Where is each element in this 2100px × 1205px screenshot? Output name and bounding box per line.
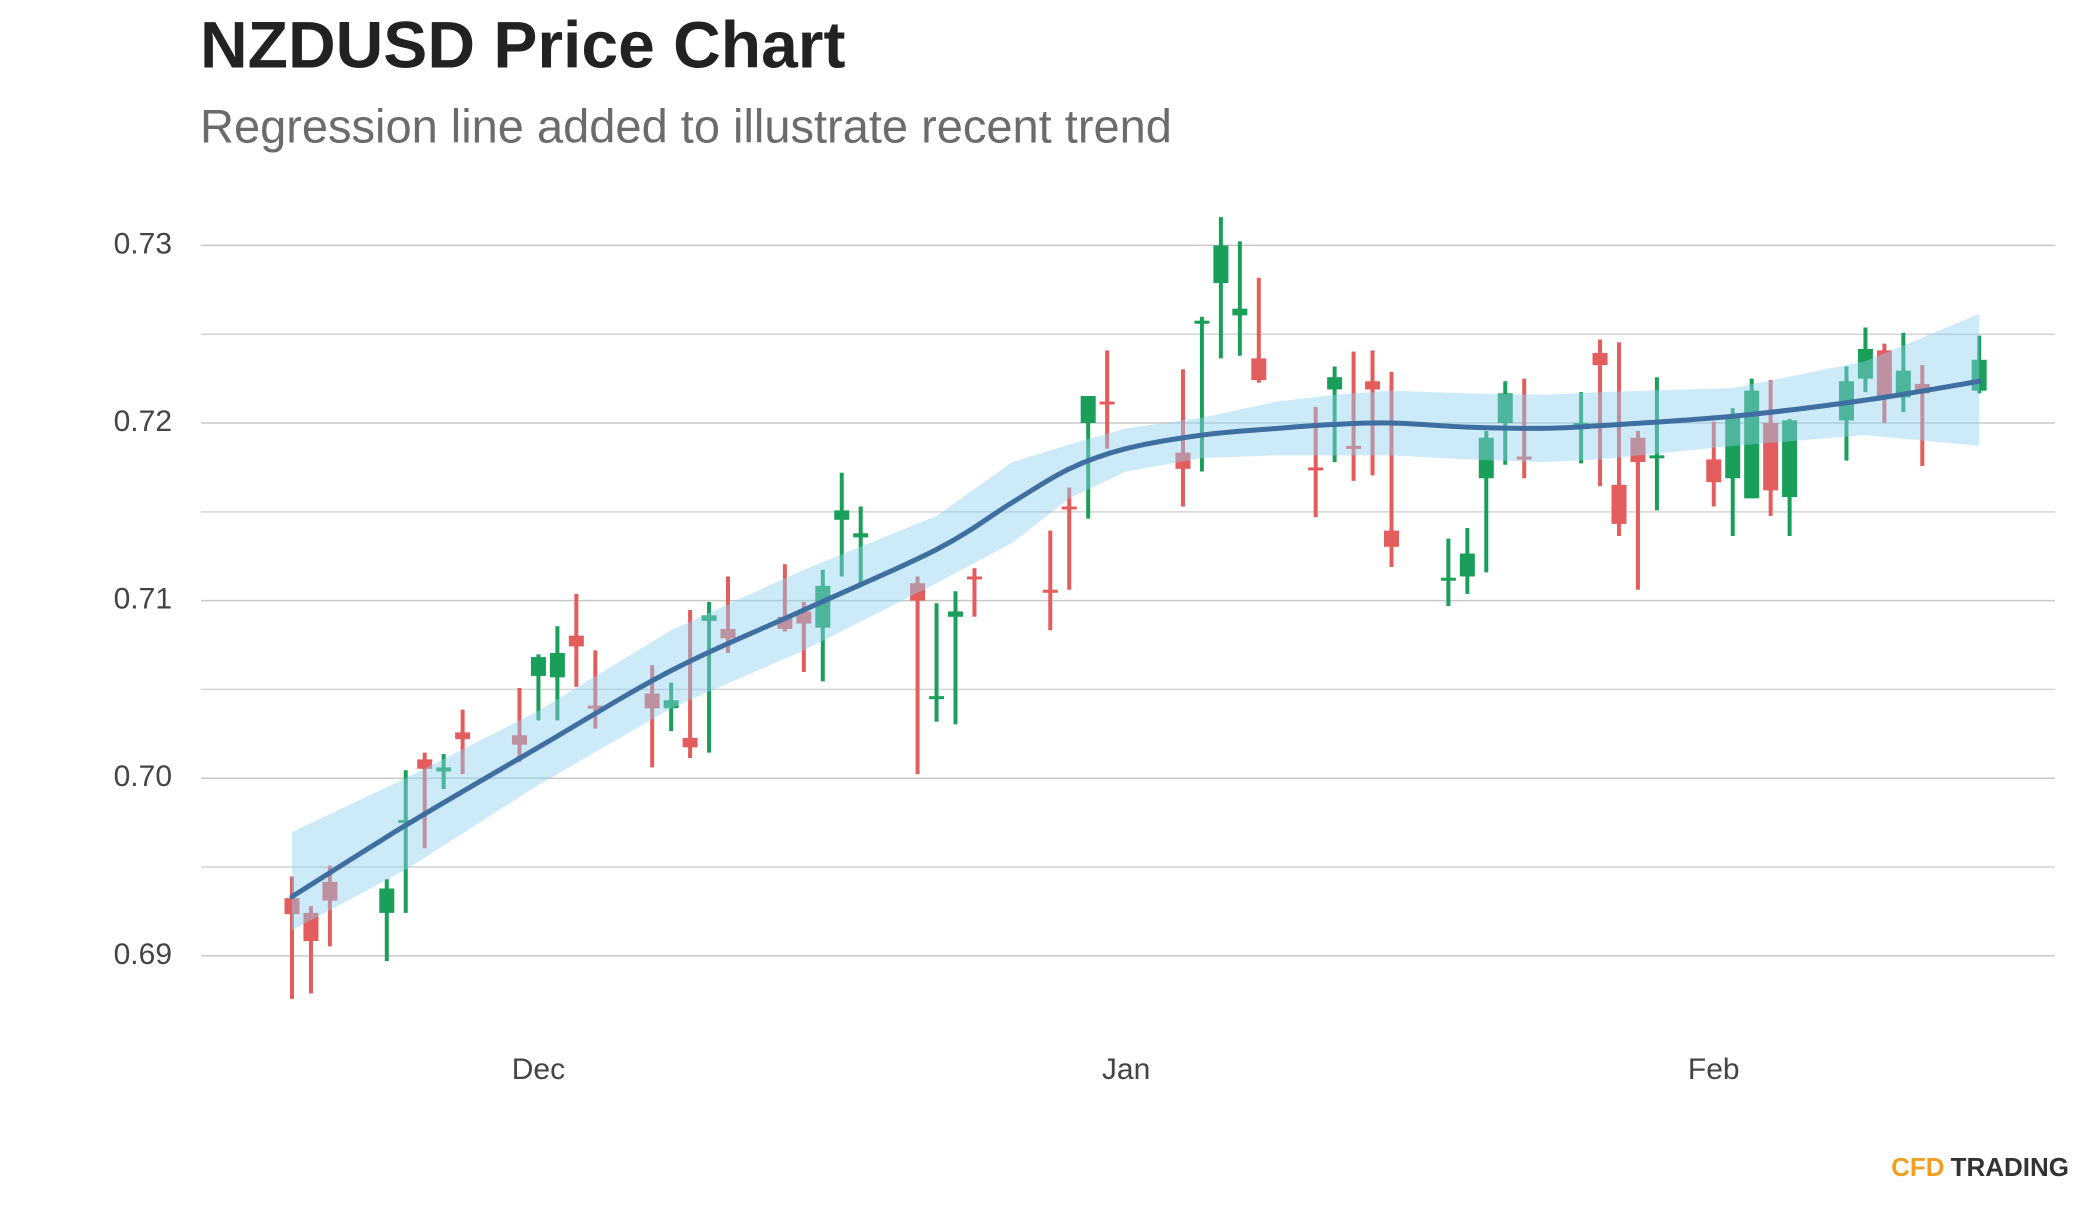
candle-body xyxy=(568,635,584,647)
candle-body xyxy=(1194,320,1210,324)
candle-body xyxy=(1782,420,1798,498)
candle-body xyxy=(284,898,300,915)
candle-body xyxy=(398,819,414,823)
candle-body xyxy=(1630,437,1646,463)
candle-body xyxy=(815,585,831,628)
y-tick-label: 0.69 xyxy=(114,938,172,971)
candle-body xyxy=(1497,393,1513,424)
brand-second: TRADING xyxy=(1951,1152,2069,1182)
x-tick-label: Feb xyxy=(1688,1053,1740,1086)
candle-body xyxy=(947,611,963,617)
chart-title: NZDUSD Price Chart xyxy=(200,7,845,81)
candle-body xyxy=(1346,445,1362,449)
brand-first: CFD xyxy=(1891,1152,1944,1182)
candle-body xyxy=(682,737,698,748)
candle-body xyxy=(1213,245,1229,284)
candle-body xyxy=(644,693,660,709)
candle-body xyxy=(966,576,982,580)
brand: CFD TRADING xyxy=(1891,1152,2069,1182)
candle-body xyxy=(1592,353,1608,366)
candle-body xyxy=(1308,467,1324,471)
candle-body xyxy=(1061,506,1077,510)
candle-body xyxy=(511,735,527,745)
candle-body xyxy=(303,912,319,942)
candle-body xyxy=(1251,358,1267,381)
candle-body xyxy=(720,628,736,639)
candle-body xyxy=(1080,396,1096,424)
candle-body xyxy=(853,533,869,538)
x-tick-label: Jan xyxy=(1102,1053,1150,1086)
candle-body xyxy=(417,759,433,769)
candle-body xyxy=(929,696,945,700)
candle-body xyxy=(1478,437,1494,479)
candle-body xyxy=(455,732,471,740)
y-tick-label: 0.71 xyxy=(114,583,172,616)
x-tick-label: Dec xyxy=(512,1053,565,1086)
chart-subtitle: Regression line added to illustrate rece… xyxy=(200,99,1172,152)
candle-body xyxy=(834,510,850,520)
candle-body xyxy=(701,615,717,621)
candle-body xyxy=(530,657,546,676)
candle-body xyxy=(436,767,452,772)
candle-body xyxy=(1706,459,1722,483)
candle-body xyxy=(322,881,338,901)
candle-body xyxy=(587,705,603,709)
candle-body xyxy=(1895,370,1911,398)
candle-body xyxy=(1327,377,1343,390)
candle-body xyxy=(1725,415,1741,479)
candle-body xyxy=(1042,589,1058,593)
candle-body xyxy=(1611,484,1627,524)
candle-body xyxy=(1516,456,1532,460)
candle-body xyxy=(549,653,565,678)
candle-body xyxy=(1384,530,1400,547)
candle-body xyxy=(1440,577,1456,581)
y-tick-label: 0.72 xyxy=(114,405,172,438)
confidence-band xyxy=(291,313,1980,931)
candle-body xyxy=(1175,452,1191,469)
candle-body xyxy=(1459,553,1475,577)
candle-body xyxy=(1365,381,1381,390)
y-tick-label: 0.73 xyxy=(114,227,172,260)
candle-body xyxy=(1232,308,1248,316)
candle-body xyxy=(1649,455,1665,459)
candle-body xyxy=(1744,390,1760,499)
candle-body xyxy=(910,583,926,601)
candle-body xyxy=(1099,401,1115,405)
candle-body xyxy=(1857,348,1873,379)
regression-line xyxy=(289,378,1982,900)
candle-body xyxy=(663,700,679,709)
candle-body xyxy=(1876,350,1892,398)
candle-body xyxy=(1763,423,1779,491)
y-tick-label: 0.70 xyxy=(114,760,172,793)
candle-body xyxy=(379,888,395,913)
